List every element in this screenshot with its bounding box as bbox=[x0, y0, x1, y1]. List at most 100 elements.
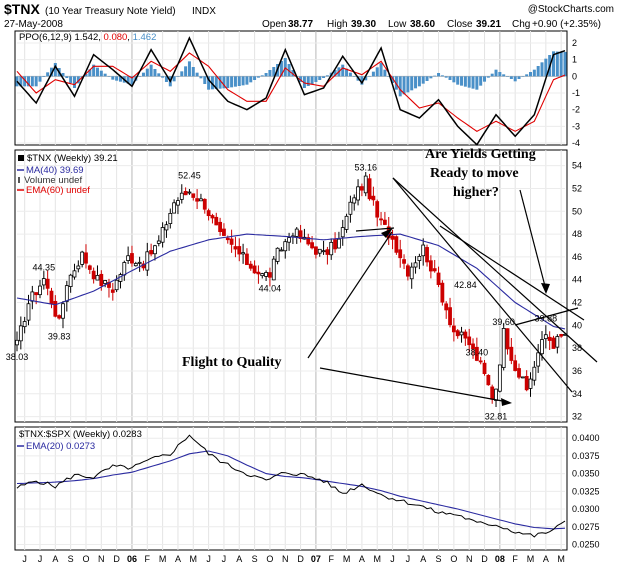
candle-body bbox=[168, 213, 173, 225]
candle-body bbox=[114, 279, 119, 291]
price-label: 39.83 bbox=[48, 331, 71, 341]
candle-body bbox=[340, 227, 345, 238]
annotation-yields-line2: Ready to move bbox=[430, 166, 519, 181]
quote-high-label: High bbox=[327, 19, 348, 30]
price-y-tick: 48 bbox=[572, 229, 582, 239]
ppo-histogram-bar bbox=[544, 58, 548, 77]
candle-body bbox=[130, 253, 134, 264]
candle-body bbox=[145, 251, 150, 271]
symbol-title: $TNX bbox=[4, 1, 40, 17]
candle-body bbox=[252, 265, 257, 274]
quote-close: 39.21 bbox=[476, 19, 501, 30]
ppo-histogram-bar bbox=[103, 73, 107, 77]
x-tick-label: J bbox=[222, 554, 227, 564]
candle-body bbox=[49, 290, 54, 305]
candle-body bbox=[275, 247, 280, 262]
candle-body bbox=[206, 210, 211, 217]
ppo-histogram-bar bbox=[471, 76, 475, 89]
candle-body bbox=[237, 246, 242, 255]
candle-body bbox=[57, 315, 62, 319]
x-tick-label: O bbox=[450, 554, 457, 564]
x-tick-label: D bbox=[481, 554, 488, 564]
candle-body bbox=[440, 282, 445, 303]
exchange-label: INDX bbox=[192, 6, 216, 17]
ppo-histogram-bar bbox=[509, 76, 513, 79]
ppo-histogram-bar bbox=[111, 76, 115, 80]
ppo-histogram-bar bbox=[222, 76, 226, 89]
candle-body bbox=[26, 303, 31, 321]
ppo-histogram-bar bbox=[302, 76, 306, 88]
candle-body bbox=[248, 263, 253, 269]
ppo-histogram-bar bbox=[314, 76, 318, 82]
candle-body bbox=[38, 285, 42, 296]
candle-body bbox=[222, 228, 226, 236]
price-label: 38.03 bbox=[6, 352, 29, 362]
candle-body bbox=[64, 285, 69, 302]
candle-body bbox=[241, 252, 245, 255]
ppo-histogram-bar bbox=[149, 64, 153, 77]
price-y-tick: 54 bbox=[572, 161, 582, 171]
annotation-yields-line3: higher? bbox=[453, 185, 499, 200]
ppo-histogram-bar bbox=[237, 76, 241, 86]
quote-open: 38.77 bbox=[288, 19, 313, 30]
ppo-y-tick: -3 bbox=[572, 121, 580, 131]
ppo-histogram-bar bbox=[161, 76, 165, 78]
ppo-histogram-bar bbox=[195, 72, 199, 77]
ppo-histogram-bar bbox=[268, 70, 272, 77]
ppo-histogram-bar bbox=[69, 76, 73, 83]
candle-body bbox=[394, 236, 399, 253]
candle-body bbox=[375, 201, 380, 218]
candle-body bbox=[444, 303, 449, 311]
candle-body bbox=[428, 260, 433, 272]
candle-body bbox=[210, 215, 215, 219]
candle-body bbox=[149, 250, 154, 255]
candle-body bbox=[15, 339, 19, 346]
watermark: @StockCharts.com bbox=[528, 4, 614, 15]
x-tick-label: O bbox=[82, 554, 89, 564]
ppo-legend-label: PPO(6,12,9) 1.542, 0.080, 1.462 bbox=[19, 32, 156, 43]
price-y-tick: 52 bbox=[572, 183, 582, 193]
candle-body bbox=[279, 249, 284, 252]
candle-body bbox=[298, 230, 303, 240]
ppo-histogram-bar bbox=[26, 76, 30, 87]
ppo-histogram-bar bbox=[184, 66, 188, 77]
ppo-y-tick: -4 bbox=[572, 138, 580, 148]
arrow-flight-2 bbox=[319, 367, 509, 403]
candle-body bbox=[164, 224, 169, 231]
ppo-histogram-bar bbox=[241, 76, 245, 86]
candle-body bbox=[448, 307, 452, 326]
x-tick-label: S bbox=[436, 554, 442, 564]
ppo-histogram-bar bbox=[421, 76, 425, 84]
price-label: 39.60 bbox=[492, 317, 515, 327]
candle-body bbox=[513, 360, 518, 371]
ppo-histogram-bar bbox=[233, 76, 237, 87]
ppo-histogram-bar bbox=[306, 76, 310, 86]
candle-body bbox=[436, 272, 441, 285]
ppo-histogram-bar bbox=[498, 72, 502, 77]
candle-body bbox=[53, 300, 58, 317]
ppo-histogram-bar bbox=[371, 71, 375, 77]
quote-low: 38.60 bbox=[410, 19, 435, 30]
ppo-histogram-bar bbox=[256, 76, 260, 78]
annotation-yields-line1: Are Yields Getting bbox=[425, 147, 536, 162]
price-y-tick: 38 bbox=[572, 343, 582, 353]
x-tick-label: N bbox=[466, 554, 473, 564]
quote-close-label: Close bbox=[447, 19, 473, 30]
ppo-histogram-bar bbox=[513, 76, 517, 82]
candle-body bbox=[467, 336, 472, 346]
ratio-plot bbox=[16, 434, 566, 538]
symbol-name: (10 Year Treasury Note Yield) bbox=[45, 6, 176, 17]
candle-body bbox=[398, 249, 403, 259]
candle-body bbox=[367, 178, 372, 200]
price-y-tick: 34 bbox=[572, 389, 582, 399]
candle-body bbox=[486, 374, 491, 386]
price-y-tick: 40 bbox=[572, 320, 582, 330]
ppo-histogram-bar bbox=[88, 69, 92, 77]
candle-body bbox=[482, 362, 487, 375]
ppo-histogram-bar bbox=[260, 75, 264, 77]
ppo-histogram-bar bbox=[429, 76, 433, 79]
candle-body bbox=[310, 242, 314, 249]
ppo-histogram-bar bbox=[253, 76, 257, 80]
trendline-lower bbox=[392, 177, 573, 393]
ppo-histogram-bar bbox=[176, 76, 180, 77]
